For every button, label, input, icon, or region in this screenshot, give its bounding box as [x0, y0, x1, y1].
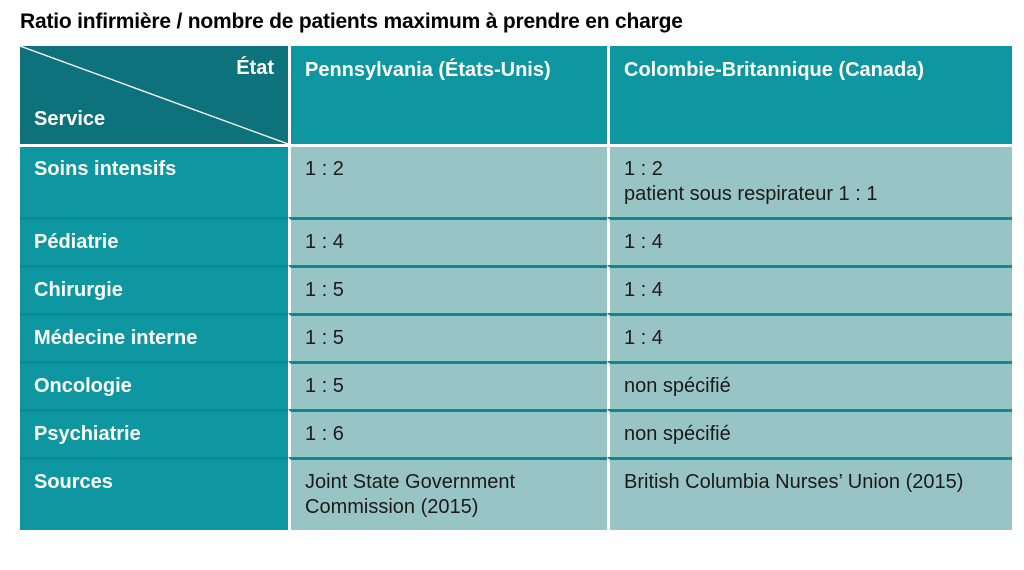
row-header-service: Oncologie [20, 361, 288, 409]
table-row: Médecine interne 1 : 5 1 : 4 [20, 313, 1012, 361]
corner-header-cell: État Service [20, 46, 288, 144]
cell-source-colombie: British Columbia Nurses’ Union (2015) [607, 457, 1012, 530]
row-header-service: Chirurgie [20, 265, 288, 313]
row-header-service: Pédiatrie [20, 217, 288, 265]
row-header-service: Médecine interne [20, 313, 288, 361]
cell-pennsylvania: 1 : 2 [288, 144, 607, 217]
column-header-colombie: Colombie-Britannique (Canada) [607, 46, 1012, 144]
cell-colombie: 1 : 4 [607, 217, 1012, 265]
table-row-sources: Sources Joint State Government Commissio… [20, 457, 1012, 530]
cell-colombie: 1 : 2 patient sous respirateur 1 : 1 [607, 144, 1012, 217]
table-row: Oncologie 1 : 5 non spécifié [20, 361, 1012, 409]
cell-pennsylvania: 1 : 5 [288, 361, 607, 409]
header-row: État Service Pennsylvania (États-Unis) C… [20, 46, 1012, 144]
cell-pennsylvania: 1 : 5 [288, 265, 607, 313]
diagonal-divider-line [20, 46, 288, 144]
corner-label-etat: État [236, 57, 274, 79]
table-row: Chirurgie 1 : 5 1 : 4 [20, 265, 1012, 313]
cell-pennsylvania: 1 : 6 [288, 409, 607, 457]
column-header-pennsylvania: Pennsylvania (États-Unis) [288, 46, 607, 144]
cell-pennsylvania: 1 : 5 [288, 313, 607, 361]
table-row: Soins intensifs 1 : 2 1 : 2 patient sous… [20, 144, 1012, 217]
cell-colombie: non spécifié [607, 361, 1012, 409]
table-row: Psychiatrie 1 : 6 non spécifié [20, 409, 1012, 457]
table-title: Ratio infirmière / nombre de patients ma… [20, 10, 683, 33]
cell-colombie-note: patient sous respirateur 1 : 1 [624, 183, 878, 205]
cell-colombie-ratio: 1 : 2 [624, 158, 663, 180]
cell-colombie: non spécifié [607, 409, 1012, 457]
table-row: Pédiatrie 1 : 4 1 : 4 [20, 217, 1012, 265]
cell-source-pennsylvania: Joint State Government Commission (2015) [288, 457, 607, 530]
row-header-sources: Sources [20, 457, 288, 530]
row-header-service: Soins intensifs [20, 144, 288, 217]
corner-label-service: Service [34, 108, 106, 130]
cell-colombie: 1 : 4 [607, 313, 1012, 361]
cell-colombie: 1 : 4 [607, 265, 1012, 313]
cell-pennsylvania: 1 : 4 [288, 217, 607, 265]
row-header-service: Psychiatrie [20, 409, 288, 457]
ratio-table: État Service Pennsylvania (États-Unis) C… [20, 46, 1012, 530]
